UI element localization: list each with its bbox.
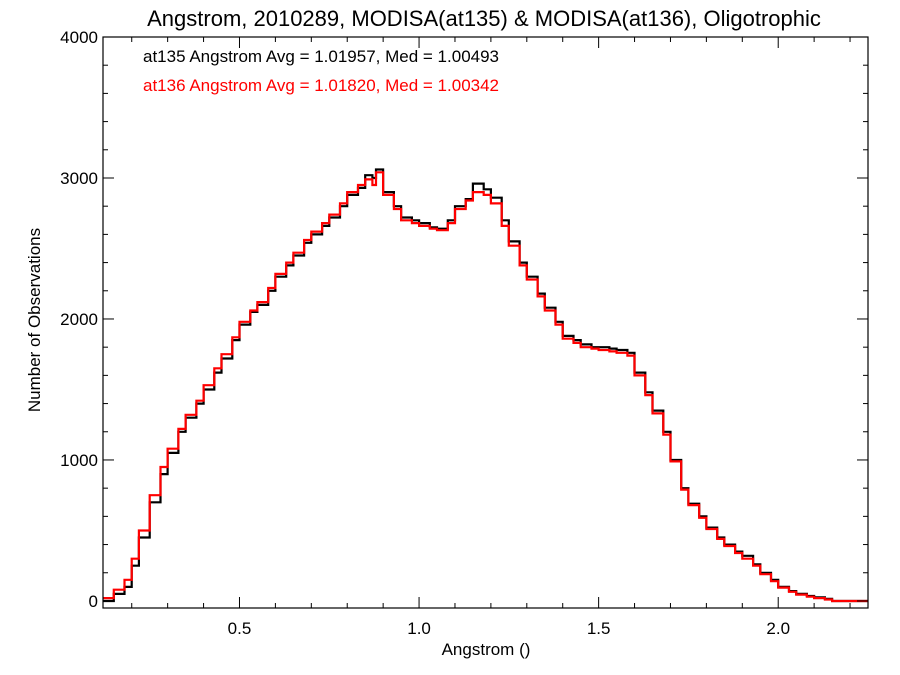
x-tick-label: 1.0 xyxy=(407,619,431,638)
y-tick-label: 0 xyxy=(89,592,98,611)
series-line-at136 xyxy=(103,171,868,603)
stats-annotation-at135: at135 Angstrom Avg = 1.01957, Med = 1.00… xyxy=(143,47,499,66)
y-tick-label: 1000 xyxy=(60,451,98,470)
x-tick-label: 1.5 xyxy=(587,619,611,638)
stats-annotation-at136: at136 Angstrom Avg = 1.01820, Med = 1.00… xyxy=(143,76,499,95)
y-axis-label: Number of Observations xyxy=(25,228,44,412)
x-tick-label: 2.0 xyxy=(766,619,790,638)
axes-layer: 0.5 1.0 1.5 2.0 0 1000 2000 3000 4000 xyxy=(60,28,869,638)
x-axis-label: Angstrom () xyxy=(442,640,531,659)
y-tick-label: 3000 xyxy=(60,169,98,188)
series-line-at135 xyxy=(103,168,868,603)
series-layer xyxy=(103,168,868,603)
y-tick-label: 2000 xyxy=(60,310,98,329)
plot-frame xyxy=(102,36,869,609)
chart-title: Angstrom, 2010289, MODISA(at135) & MODIS… xyxy=(147,6,821,31)
y-tick-label: 4000 xyxy=(60,28,98,47)
x-tick-label: 0.5 xyxy=(228,619,252,638)
